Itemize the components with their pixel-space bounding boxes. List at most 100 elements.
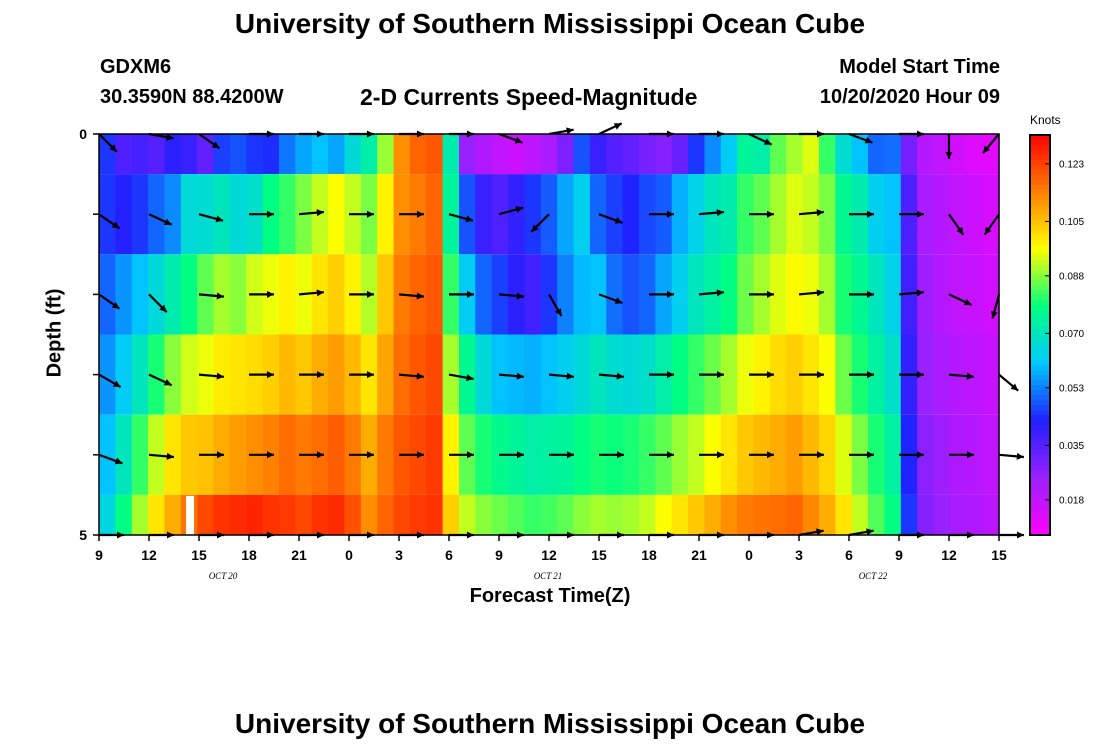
heatmap-cell xyxy=(426,134,444,175)
heatmap-cell xyxy=(949,254,967,335)
vector-head xyxy=(667,451,674,459)
colorbar-segment xyxy=(1030,150,1050,156)
heatmap-cell xyxy=(737,254,755,335)
colorbar-segment xyxy=(1030,410,1050,416)
heatmap-cell xyxy=(786,494,804,535)
vector-head xyxy=(516,372,524,380)
vector-head xyxy=(963,298,972,306)
heatmap-cell xyxy=(589,414,607,495)
current-vector xyxy=(298,289,324,297)
current-vector xyxy=(598,293,623,305)
colorbar-segment xyxy=(1030,290,1050,296)
heatmap-cell xyxy=(377,254,395,335)
heatmap-cell xyxy=(115,494,133,535)
heatmap-cell xyxy=(769,254,787,335)
y-axis-label: Depth (ft) xyxy=(43,288,66,378)
heatmap-cell xyxy=(279,334,296,415)
colorbar-tick-label: 0.088 xyxy=(1059,271,1084,282)
heatmap-cell xyxy=(704,134,722,175)
colorbar-segment xyxy=(1030,320,1050,326)
current-vector xyxy=(198,133,221,150)
current-vector xyxy=(530,213,550,233)
heatmap-cell xyxy=(589,134,607,175)
colorbar-segment xyxy=(1030,260,1050,266)
heatmap-cell xyxy=(180,334,198,415)
current-vector xyxy=(198,372,224,380)
heatmap-cell xyxy=(949,494,967,535)
vector-head xyxy=(667,290,674,298)
current-vector xyxy=(598,372,624,380)
vector-head xyxy=(215,215,224,223)
x-tick-label: 15 xyxy=(591,547,607,563)
heatmap-cell xyxy=(115,414,133,495)
heatmap-cell xyxy=(917,254,935,335)
colorbar-segment xyxy=(1030,485,1050,491)
heatmap-cell xyxy=(508,334,526,415)
heatmap-cell xyxy=(131,254,149,335)
vector-head xyxy=(316,289,324,297)
vector-head xyxy=(216,372,224,380)
colorbar-tick-label: 0.070 xyxy=(1059,329,1084,340)
colorbar-segment xyxy=(1030,400,1050,406)
vector-head xyxy=(517,451,524,459)
vector-head xyxy=(917,210,924,218)
current-vector xyxy=(148,452,174,460)
heatmap-cell xyxy=(769,334,787,415)
vector-head xyxy=(1017,531,1024,539)
current-vector xyxy=(349,451,374,459)
vector-head xyxy=(767,371,774,379)
vector-head xyxy=(163,379,172,386)
heatmap-cell xyxy=(442,494,460,535)
vector-head xyxy=(984,226,992,235)
heatmap-cell xyxy=(851,494,869,535)
current-vector xyxy=(699,451,724,459)
current-vector xyxy=(898,289,924,297)
current-vector xyxy=(398,372,424,380)
vector-head xyxy=(416,292,424,300)
current-vector xyxy=(849,451,874,459)
current-vector xyxy=(849,290,874,298)
x-tick-label: 21 xyxy=(691,547,707,563)
heatmap-cell xyxy=(180,414,198,495)
colorbar-segment xyxy=(1030,510,1050,516)
heatmap-cell xyxy=(328,494,346,535)
heatmap-cell xyxy=(295,494,313,535)
heatmap-cell xyxy=(606,334,624,415)
colorbar-segment xyxy=(1030,135,1050,141)
colorbar-segment xyxy=(1030,505,1050,511)
heatmap-cell xyxy=(573,414,591,495)
heatmap-cell xyxy=(606,494,624,535)
heatmap-cell xyxy=(344,494,362,535)
current-vector xyxy=(999,531,1024,539)
colorbar-segment xyxy=(1030,355,1050,361)
vector-head xyxy=(367,210,374,218)
x-tick-label: 6 xyxy=(445,547,453,563)
heatmap-cell xyxy=(835,174,853,255)
heatmap-cell xyxy=(573,174,591,255)
heatmap-cell xyxy=(917,494,935,535)
current-vector xyxy=(448,213,474,223)
heatmap-cell xyxy=(819,174,836,255)
heatmap-cell xyxy=(819,134,836,175)
current-vector xyxy=(983,213,1000,236)
heatmap-cell xyxy=(164,174,182,255)
colorbar-segment xyxy=(1030,500,1050,506)
heatmap-cell xyxy=(279,494,296,535)
heatmap-cell xyxy=(524,174,542,255)
vector-head xyxy=(817,451,824,459)
heatmap-cell xyxy=(982,414,1000,495)
heatmap-cell xyxy=(720,494,738,535)
vector-head xyxy=(211,141,220,149)
current-vector xyxy=(948,372,974,380)
heatmap-cell xyxy=(197,174,215,255)
heatmap-cell xyxy=(262,494,280,535)
x-tick-label: 3 xyxy=(395,547,403,563)
colorbar-tick-label: 0.105 xyxy=(1059,217,1084,228)
heatmap-cell xyxy=(311,494,329,535)
current-vector xyxy=(249,451,274,459)
vector-head xyxy=(1010,383,1019,391)
heatmap-cell xyxy=(377,414,395,495)
heatmap-cell xyxy=(475,494,493,535)
colorbar-segment xyxy=(1030,445,1050,451)
heatmap-cell xyxy=(819,254,836,335)
